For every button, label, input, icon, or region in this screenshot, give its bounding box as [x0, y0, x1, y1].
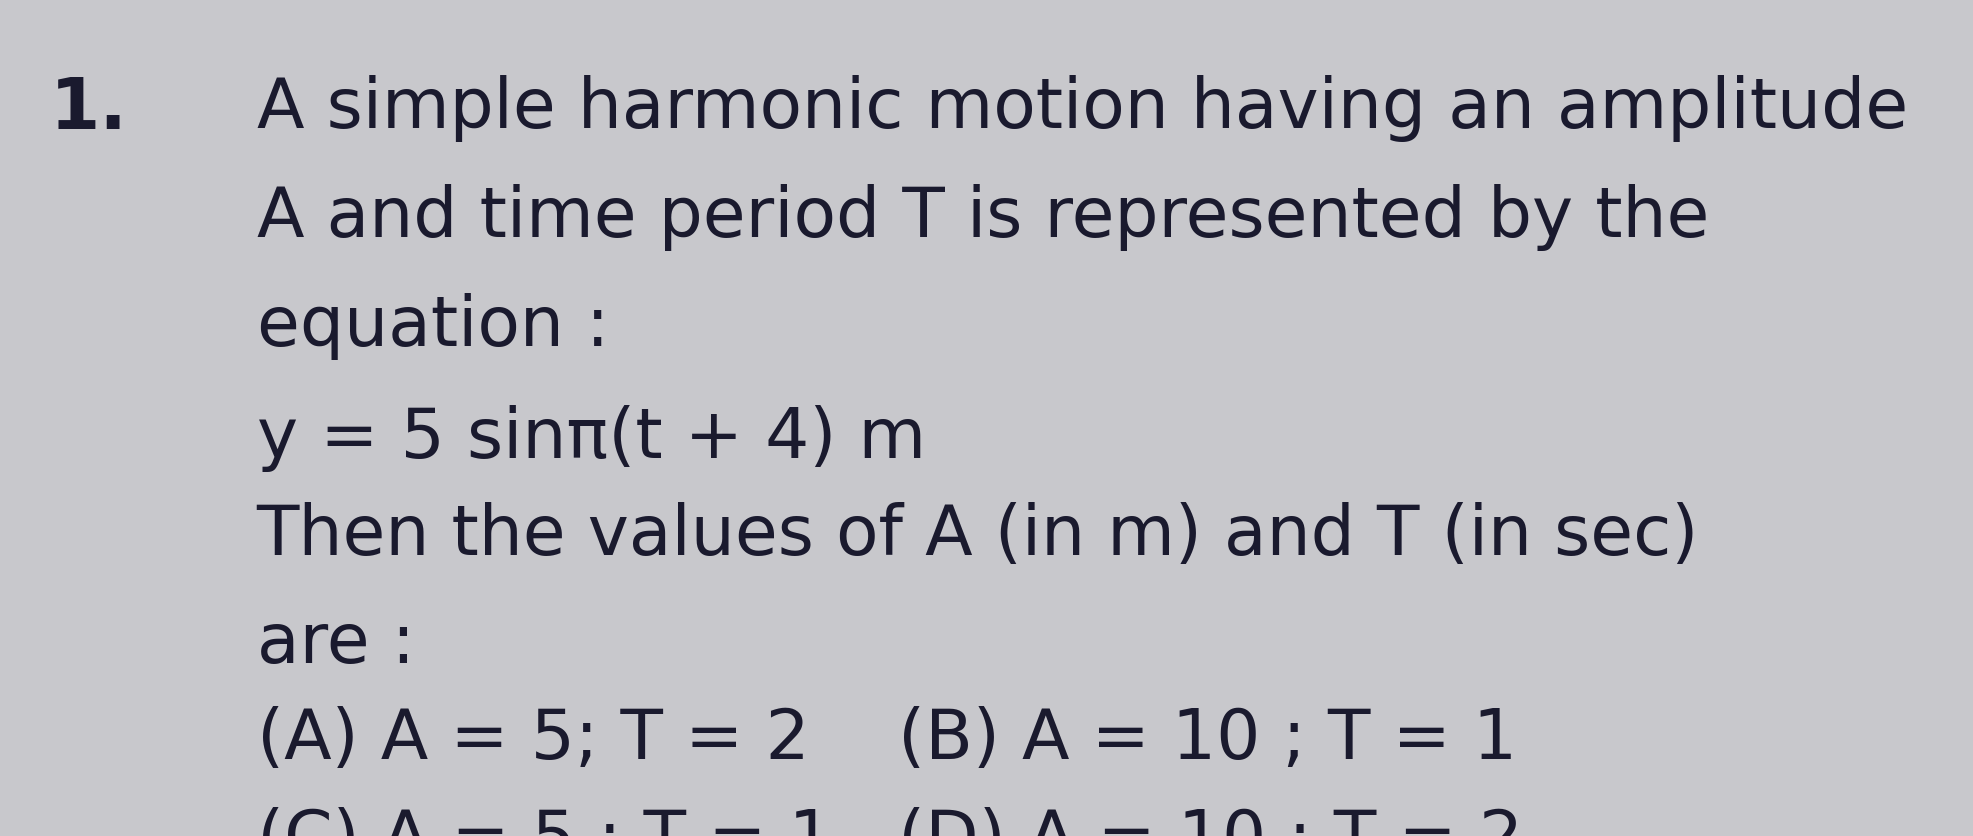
Text: Then the values of A (in m) and T (in sec): Then the values of A (in m) and T (in se…: [256, 502, 1699, 568]
Text: equation :: equation :: [256, 293, 610, 359]
Text: y = 5 sinπ(t + 4) m: y = 5 sinπ(t + 4) m: [256, 405, 925, 472]
Text: A simple harmonic motion having an amplitude: A simple harmonic motion having an ampli…: [256, 75, 1906, 142]
Text: A and time period T is represented by the: A and time period T is represented by th…: [256, 184, 1709, 251]
Text: 1.: 1.: [49, 75, 126, 145]
Text: (D) A = 10 ; T = 2: (D) A = 10 ; T = 2: [898, 807, 1523, 836]
Text: (B) A = 10 ; T = 1: (B) A = 10 ; T = 1: [898, 706, 1517, 773]
Text: (A) A = 5; T = 2: (A) A = 5; T = 2: [256, 706, 809, 773]
Text: are :: are :: [256, 610, 414, 677]
Text: (C) A = 5 ; T = 1: (C) A = 5 ; T = 1: [256, 807, 833, 836]
